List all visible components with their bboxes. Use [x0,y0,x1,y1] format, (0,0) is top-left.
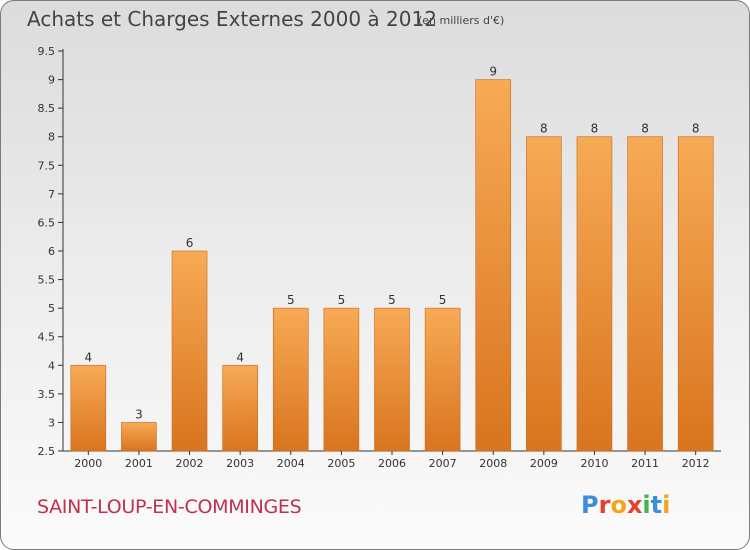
data-label: 5 [388,293,396,307]
y-tick-label: 7.5 [38,159,56,172]
y-tick-label: 4.5 [38,331,56,344]
data-label: 4 [84,350,92,364]
bar [171,250,208,452]
chart-unit: (en milliers d'€) [418,14,505,27]
x-tick-label: 2003 [226,457,254,470]
data-label: 8 [591,122,599,136]
bar [526,136,562,452]
y-tick-label: 5 [48,302,55,315]
chart-title: Achats et Charges Externes 2000 à 2012 [27,7,437,31]
bar [576,136,613,452]
x-tick-label: 2009 [530,457,558,470]
x-tick-label: 2004 [277,457,305,470]
data-label: 9 [489,65,497,79]
data-label: 8 [641,122,649,136]
y-tick-label: 8 [48,131,55,144]
proxiti-logo[interactable]: Proxiti [581,491,670,519]
bar [374,307,410,452]
bar [424,307,461,452]
logo-letter: i [662,491,671,519]
logo-letter: t [650,491,663,519]
x-tick-label: 2008 [479,457,507,470]
y-tick-label: 6.5 [38,216,56,229]
bar [475,79,512,452]
y-tick-label: 9 [48,74,55,87]
y-tick-label: 4 [48,359,55,372]
x-tick-label: 2012 [682,457,710,470]
bar [323,307,360,452]
bar [272,307,309,452]
bar [627,136,663,452]
y-tick-label: 7 [48,188,55,201]
data-label: 5 [338,293,346,307]
logo-letter: P [581,491,599,519]
y-tick-label: 3 [48,416,55,429]
bar [677,136,714,452]
bar [121,422,157,452]
data-label: 8 [540,122,548,136]
logo-letter: i [642,491,651,519]
x-tick-label: 2010 [580,457,608,470]
x-tick-label: 2005 [327,457,355,470]
x-tick-label: 2011 [631,457,659,470]
x-tick-label: 2001 [125,457,153,470]
logo-letter: x [626,491,643,519]
y-tick-label: 5.5 [38,274,56,287]
y-tick-label: 3.5 [38,388,56,401]
data-label: 3 [135,407,143,421]
data-label: 5 [287,293,295,307]
logo-letter: o [610,491,627,519]
data-label: 4 [236,350,244,364]
x-tick-label: 2006 [378,457,406,470]
bar [70,364,107,452]
logo-letter: r [598,491,611,519]
commune-name: SAINT-LOUP-EN-COMMINGES [37,496,302,518]
data-label: 8 [692,122,700,136]
y-tick-label: 8.5 [38,102,56,115]
y-tick-label: 6 [48,245,55,258]
bar [222,364,258,452]
data-label: 5 [439,293,447,307]
y-tick-label: 2.5 [38,445,56,458]
x-tick-label: 2002 [176,457,204,470]
x-tick-label: 2007 [429,457,457,470]
data-label: 6 [186,236,194,250]
y-tick-label: 9.5 [38,45,56,58]
x-tick-label: 2000 [74,457,102,470]
